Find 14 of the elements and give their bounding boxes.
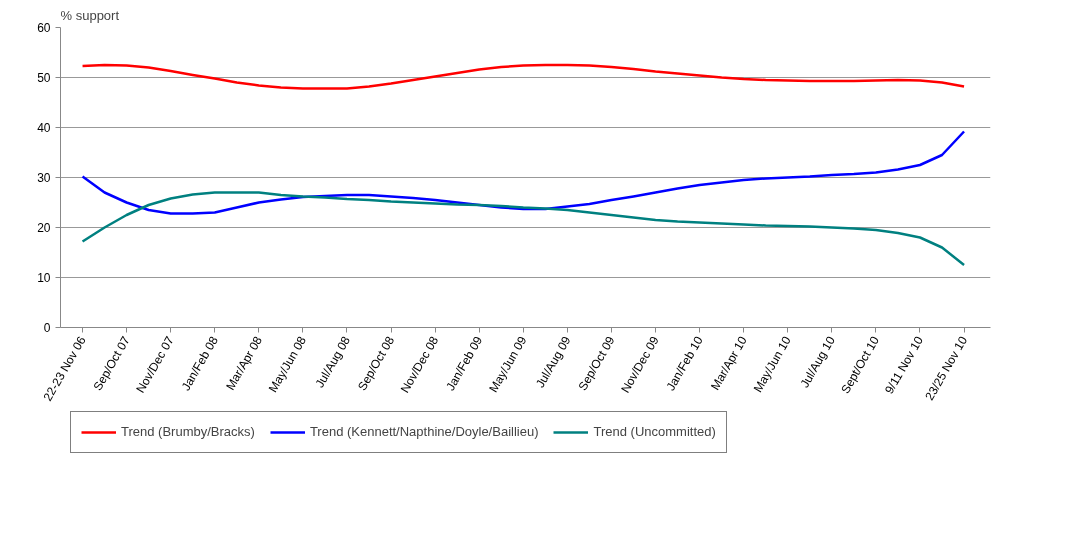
y-axis-title: % support <box>60 7 120 23</box>
y-tick-label: 30 <box>37 171 51 185</box>
y-tick-label: 0 <box>43 321 51 335</box>
line-series <box>81 191 966 267</box>
legend-label: Trend (Uncommitted) <box>593 424 716 439</box>
line-series <box>81 130 966 215</box>
line-series <box>81 63 966 90</box>
y-tick-label: 40 <box>37 121 51 135</box>
legend-label: Trend (Brumby/Bracks) <box>121 424 255 439</box>
y-tick-label: 50 <box>37 71 51 85</box>
legend-label: Trend (Kennett/Napthine/Doyle/Baillieu) <box>309 424 539 439</box>
y-tick-label: 20 <box>37 221 51 235</box>
y-tick-label: 60 <box>37 21 51 35</box>
y-tick-label: 10 <box>37 271 51 285</box>
